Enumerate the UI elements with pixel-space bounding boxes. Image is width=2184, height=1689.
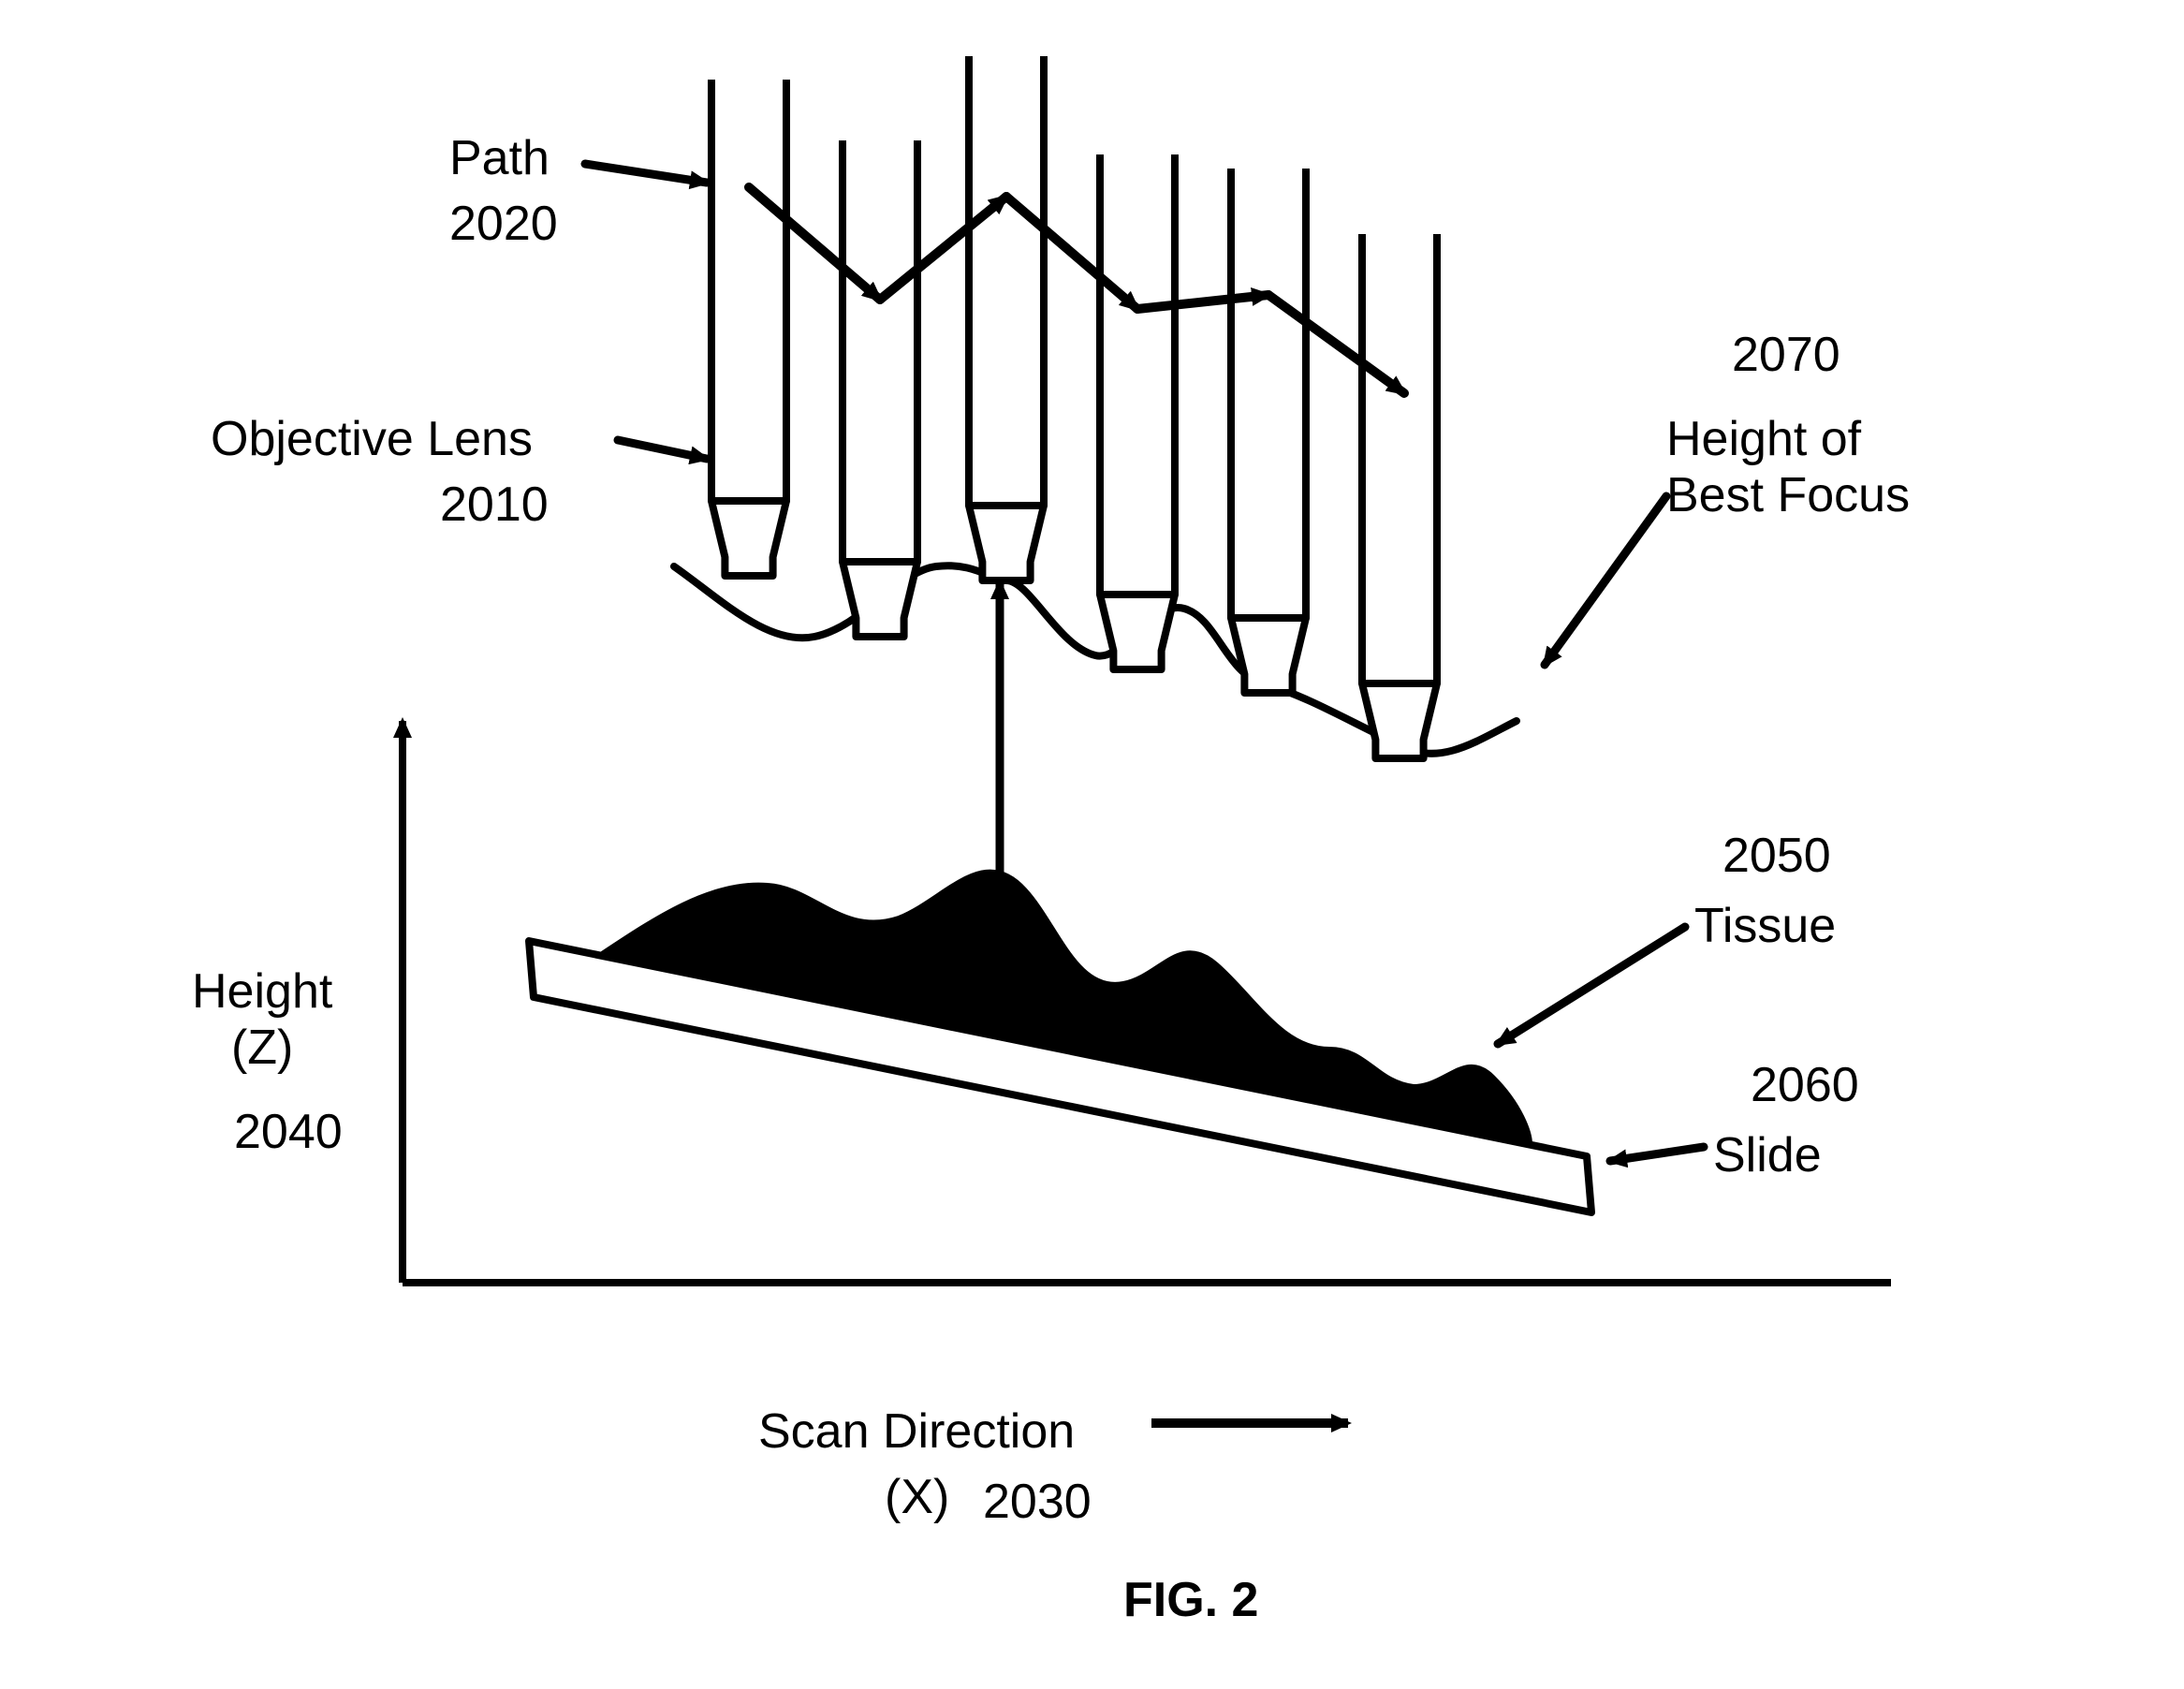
label-path-num: 2020 <box>449 197 558 253</box>
label-slide-num: 2060 <box>1751 1058 1859 1114</box>
label-slide: Slide <box>1713 1128 1822 1184</box>
label-best-focus: Height of Best Focus <box>1666 412 1910 524</box>
figure-caption: FIG. 2 <box>1123 1573 1258 1629</box>
label-objective-num: 2010 <box>440 477 549 534</box>
objective-lenses <box>711 56 1437 758</box>
diagram-svg <box>0 0 2184 1689</box>
label-path: Path <box>449 131 550 187</box>
label-objective: Objective Lens <box>211 412 533 468</box>
label-tissue: Tissue <box>1694 899 1836 955</box>
label-height-axis-num: 2040 <box>234 1105 343 1161</box>
label-scan-dir-num: 2030 <box>983 1475 1092 1531</box>
label-scan-dir: Scan Direction <box>758 1404 1075 1461</box>
label-scan-dir-paren: (X) <box>885 1470 949 1526</box>
figure-2-diagram: Path 2020 Objective Lens 2010 Height (Z)… <box>0 0 2184 1689</box>
label-height-axis: Height (Z) <box>192 964 332 1077</box>
label-tissue-num: 2050 <box>1722 829 1831 885</box>
label-best-focus-num: 2070 <box>1732 328 1840 384</box>
